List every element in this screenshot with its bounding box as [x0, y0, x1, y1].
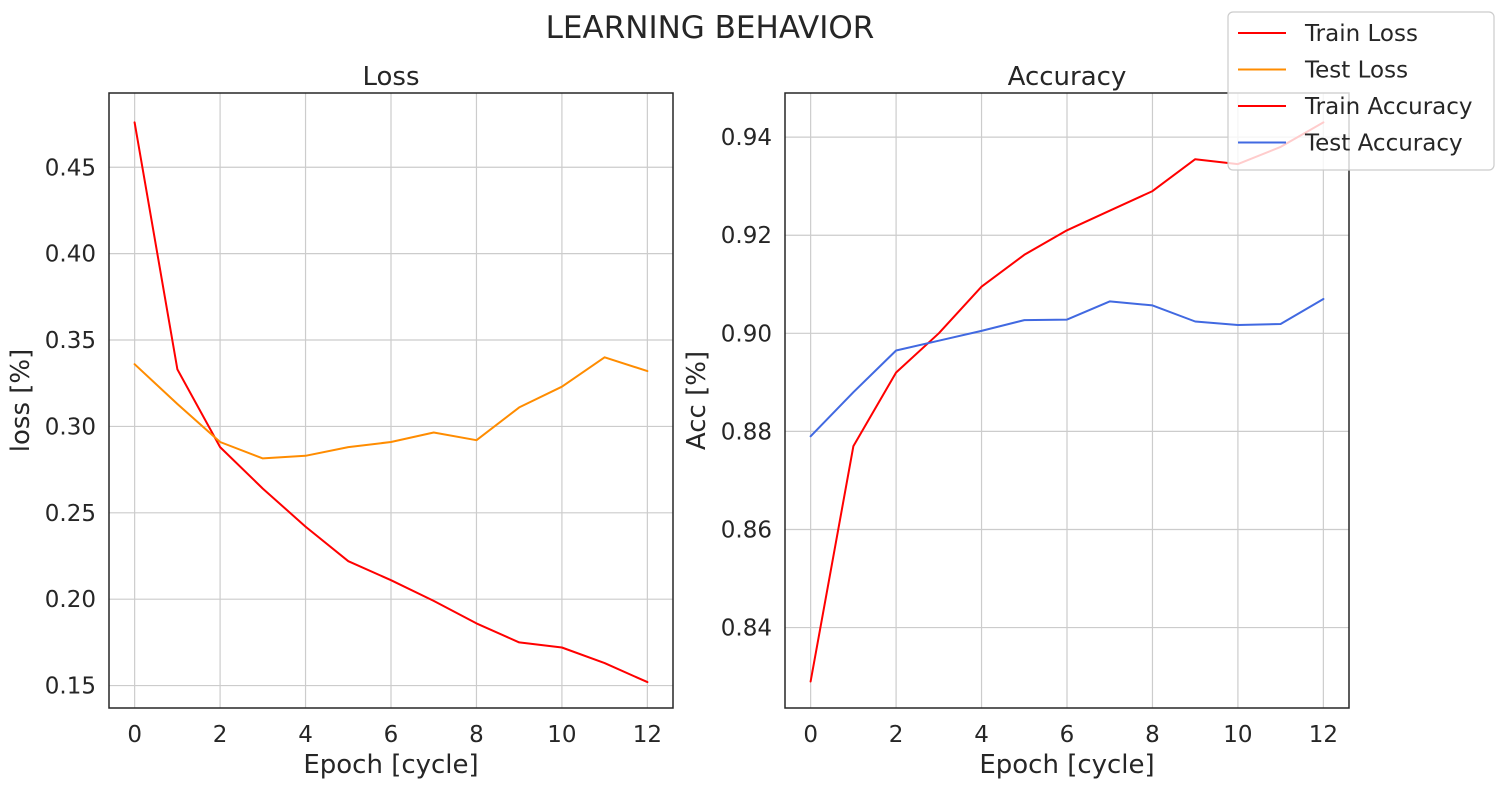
accuracy-chart-title: Accuracy — [1008, 62, 1127, 92]
accuracy-chart-panel: 0 2 4 6 8 10 12 0.84 0.86 0.88 0.90 0.92 0.94 Accurac… — [682, 62, 1350, 780]
loss-y-tick-label: 0.40 — [45, 242, 96, 268]
test-loss-line — [133, 356, 649, 460]
accuracy-y-tick-label: 0.94 — [721, 125, 772, 151]
accuracy-x-tick-label: 2 — [889, 722, 904, 748]
accuracy-plot-frame — [784, 92, 1350, 709]
loss-plot-frame — [108, 92, 674, 709]
loss-y-tick-label: 0.15 — [45, 674, 96, 700]
loss-chart-title: Loss — [362, 62, 419, 92]
loss-y-tick-label: 0.45 — [45, 155, 96, 181]
accuracy-x-tick-label: 10 — [1223, 722, 1252, 748]
loss-x-tick-label: 10 — [547, 722, 576, 748]
accuracy-x-tick-label: 12 — [1309, 722, 1338, 748]
accuracy-x-tick-label: 8 — [1145, 722, 1160, 748]
loss-x-tick-label: 6 — [384, 722, 399, 748]
loss-x-tick-label: 8 — [469, 722, 484, 748]
loss-chart-panel: 0 2 4 6 8 10 12 0.15 0.20 0.25 0.30 0.35 0.40 0.45 Los… — [6, 62, 674, 780]
loss-x-tick-label: 0 — [127, 722, 142, 748]
loss-y-tick-label: 0.35 — [45, 328, 96, 354]
loss-y-axis-label: loss [%] — [6, 349, 36, 452]
test-accuracy-line — [809, 298, 1325, 438]
accuracy-x-tick-label: 6 — [1060, 722, 1075, 748]
accuracy-x-tick-label: 4 — [974, 722, 989, 748]
accuracy-x-axis-label: Epoch [cycle] — [979, 750, 1154, 780]
accuracy-y-tick-label: 0.92 — [721, 223, 772, 249]
figure-legend: Train Loss Test Loss Train Accuracy Test Ac… — [1227, 11, 1495, 171]
legend-label-test-loss: Test Loss — [1304, 58, 1408, 84]
loss-x-tick-label: 2 — [213, 722, 228, 748]
loss-y-tick-label: 0.25 — [45, 501, 96, 527]
accuracy-y-axis-label: Acc [%] — [682, 351, 712, 450]
train-loss-line — [133, 121, 649, 684]
loss-x-tick-label: 4 — [298, 722, 313, 748]
legend-frame — [1227, 11, 1495, 171]
loss-x-tick-label: 12 — [633, 722, 662, 748]
legend-label-train-accuracy: Train Accuracy — [1304, 94, 1473, 120]
accuracy-y-tick-label: 0.86 — [721, 517, 772, 543]
accuracy-y-tick-label: 0.84 — [721, 616, 772, 642]
accuracy-y-tick-label: 0.88 — [721, 419, 772, 445]
accuracy-y-tick-label: 0.90 — [721, 321, 772, 347]
loss-y-tick-label: 0.30 — [45, 414, 96, 440]
figure-suptitle: LEARNING BEHAVIOR — [546, 10, 875, 46]
legend-label-test-accuracy: Test Accuracy — [1304, 131, 1463, 157]
accuracy-x-tick-label: 0 — [803, 722, 818, 748]
legend-label-train-loss: Train Loss — [1304, 21, 1418, 47]
loss-x-axis-label: Epoch [cycle] — [303, 750, 478, 780]
loss-y-tick-label: 0.20 — [45, 587, 96, 613]
